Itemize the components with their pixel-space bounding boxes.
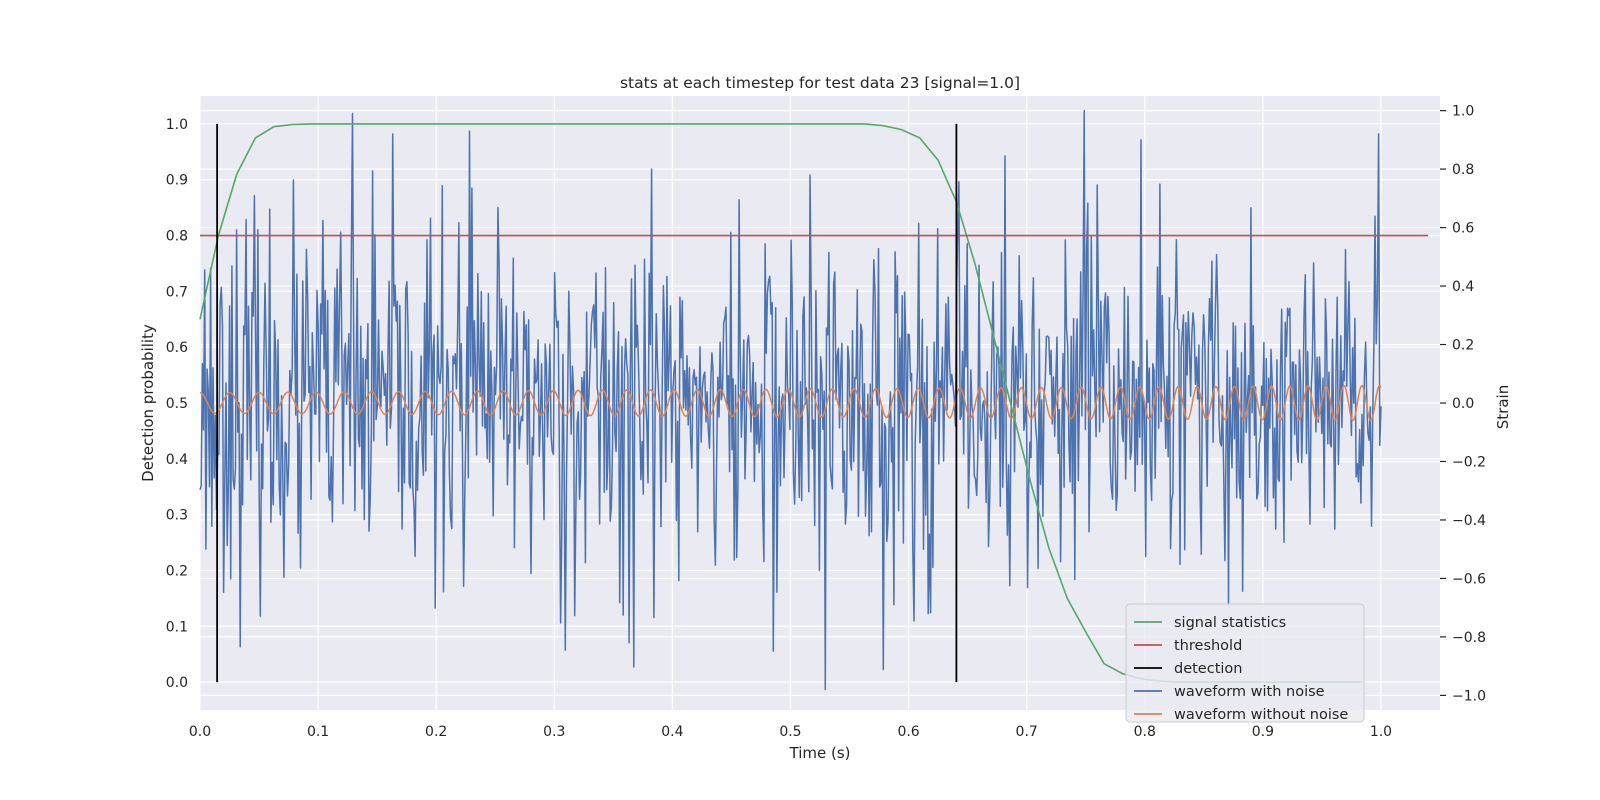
x-tick-label: 0.7 [1016,724,1038,740]
y-axis-label-right: Strain [1494,385,1512,429]
series-waveform-without-noise [199,384,1382,422]
x-axis-label: Time (s) [789,744,851,762]
y-tick-label-right: 1.0 [1452,104,1474,120]
y-tick-label-right: 0.6 [1452,221,1474,237]
ticks: 0.0 0.1 0.2 0.3 0.4 0.5 0.6 0.7 0.8 0.9 1.0 0.0 0.1 0… [166,104,1486,740]
series-signal-statistics [199,123,1363,683]
y-tick-label-right: −0.4 [1452,513,1486,529]
legend-label: detection [1174,661,1242,677]
x-tick-label: 0.4 [661,724,683,740]
y-tick-label-right: 0.2 [1452,338,1474,354]
y-tick-label-left: 0.4 [166,452,188,468]
y-tick-label-right: −0.6 [1452,571,1486,587]
y-tick-label-left: 0.9 [166,173,188,189]
legend-label: waveform without noise [1174,707,1348,723]
y-tick-label-left: 1.0 [166,117,188,133]
y-tick-label-left: 0.5 [166,396,188,412]
legend-label: threshold [1174,638,1242,654]
legend: signal statistics threshold detection wavef… [1125,603,1365,723]
y-tick-label-right: −1.0 [1452,688,1486,704]
legend-label: signal statistics [1174,615,1286,631]
y-tick-label-right: 0.4 [1452,279,1474,295]
x-tick-label: 0.6 [897,724,919,740]
x-tick-label: 0.5 [779,724,801,740]
y-tick-label-right: 0.8 [1452,162,1474,178]
x-tick-label: 1.0 [1370,724,1392,740]
y-tick-label-right: −0.8 [1452,630,1486,646]
chart-title: stats at each timestep for test data 23 … [620,74,1020,92]
y-tick-label-left: 0.8 [166,229,188,245]
y-tick-label-right: −0.2 [1452,454,1486,470]
legend-label: waveform with noise [1174,684,1325,700]
y-tick-label-left: 0.1 [166,619,188,635]
x-tick-label: 0.1 [307,724,329,740]
legend-box [1125,603,1365,723]
x-tick-label: 0.9 [1252,724,1274,740]
y-tick-label-left: 0.6 [166,340,188,356]
series-waveform-with-noise [199,109,1382,691]
y-tick-label-left: 0.3 [166,508,188,524]
data-layer [199,109,1429,691]
x-tick-label: 0.0 [189,724,211,740]
y-axis-label-left: Detection probability [139,324,157,482]
y-tick-label-left: 0.0 [166,675,188,691]
y-tick-label-left: 0.2 [166,563,188,579]
y-tick-label-right: 0.0 [1452,396,1474,412]
x-tick-label: 0.2 [425,724,447,740]
x-tick-label: 0.3 [543,724,565,740]
y-tick-label-left: 0.7 [166,284,188,300]
x-tick-label: 0.8 [1134,724,1156,740]
